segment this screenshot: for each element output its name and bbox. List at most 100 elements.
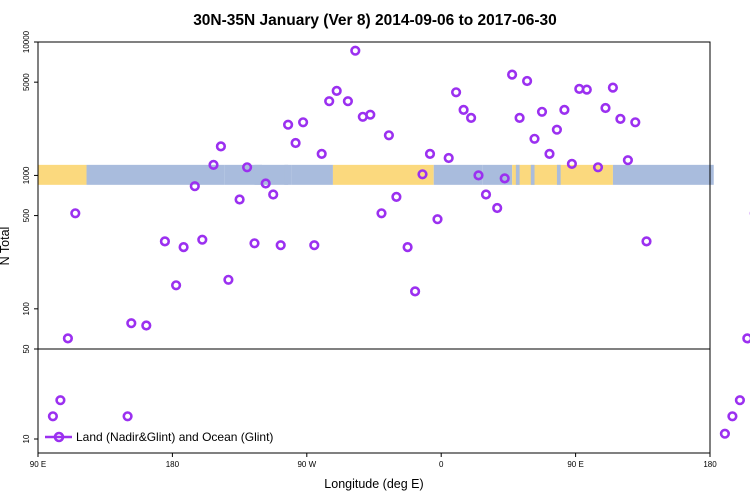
data-point-22 — [290, 137, 301, 149]
data-point-21 — [283, 119, 294, 130]
data-point-23 — [298, 117, 309, 128]
x-tick-label-1: 180 — [166, 460, 180, 469]
y-axis-ticks: 50 100 500 1000 5000 10000 10 — [22, 30, 38, 443]
legend-marker — [53, 431, 65, 443]
strip-sliver-2 — [515, 164, 520, 185]
data-point-61 — [607, 82, 619, 93]
data-point-34 — [391, 191, 402, 202]
data-point-9 — [178, 242, 189, 253]
strip-sliver-0 — [254, 164, 262, 185]
data-point-14 — [223, 274, 234, 285]
x-tick-label-4: 90 E — [567, 460, 583, 469]
data-point-5 — [126, 318, 137, 329]
data-point-25 — [316, 148, 327, 159]
data-point-37 — [417, 169, 428, 180]
data-point-18 — [260, 178, 271, 189]
land-ocean-strip — [38, 164, 714, 185]
data-point-26 — [324, 96, 335, 107]
data-point-8 — [171, 280, 182, 291]
strip-sliver-1 — [284, 164, 289, 185]
data-point-44 — [473, 170, 484, 181]
strip-segment-0 — [38, 164, 87, 185]
x-tick-label-2: 90 W — [297, 460, 316, 469]
data-point-47 — [499, 173, 510, 184]
data-point-3 — [70, 208, 81, 219]
data-point-24 — [309, 240, 320, 251]
data-point-43 — [466, 112, 477, 123]
data-point-7 — [159, 236, 170, 247]
data-point-60 — [600, 102, 611, 114]
data-point-19 — [268, 189, 279, 200]
strip-segment-7 — [512, 164, 613, 185]
data-point-62 — [615, 113, 626, 124]
data-point-40 — [443, 152, 454, 164]
x-tick-label-3: 0 — [439, 460, 444, 469]
data-point-41 — [451, 87, 462, 98]
legend-label: Land (Nadir&Glint) and Ocean (Glint) — [76, 430, 273, 444]
data-point-15 — [234, 194, 245, 205]
y-tick-label-u5: 10000 — [22, 30, 31, 53]
strip-segment-1 — [86, 164, 225, 185]
data-point-54 — [551, 124, 563, 135]
strip-segment-6 — [482, 164, 513, 185]
y-tick-label-l0: 10 — [22, 434, 31, 443]
legend: Land (Nadir&Glint) and Ocean (Glint) — [45, 430, 273, 444]
x-tick-label-5: 180 — [703, 460, 717, 469]
y-tick-label-u3: 1000 — [22, 166, 31, 184]
data-point-55 — [559, 104, 570, 115]
data-point-20 — [275, 240, 286, 251]
strip-sliver-4 — [556, 164, 561, 185]
strip-segment-8 — [612, 164, 710, 185]
data-point-17 — [249, 238, 260, 249]
data-point-48 — [506, 69, 518, 80]
strip-segment-5 — [433, 164, 483, 185]
strip-sliver-5 — [710, 164, 714, 185]
data-point-31 — [365, 109, 376, 120]
data-point-39 — [432, 214, 443, 225]
data-point-42 — [458, 104, 469, 115]
data-point-56 — [566, 158, 578, 169]
strip-sliver-3 — [530, 164, 535, 185]
data-point-16 — [242, 162, 253, 173]
x-axis-ticks: 90 E 180 90 W 0 90 E 180 — [30, 453, 717, 469]
data-point-10 — [189, 181, 200, 192]
strip-segment-3 — [291, 164, 333, 185]
data-point-66 — [719, 428, 731, 439]
plot-frame — [37, 41, 711, 454]
data-point-27 — [331, 85, 342, 96]
data-point-53 — [544, 148, 555, 159]
data-point-13 — [215, 141, 226, 152]
strip-segment-4 — [332, 164, 434, 185]
data-point-50 — [521, 75, 533, 87]
data-point-29 — [350, 45, 361, 56]
data-point-58 — [581, 84, 592, 95]
data-point-4 — [122, 411, 133, 422]
data-point-51 — [529, 133, 540, 144]
data-point-36 — [410, 286, 421, 297]
data-point-0 — [47, 411, 59, 422]
data-point-38 — [424, 148, 436, 159]
data-point-33 — [383, 130, 395, 141]
x-axis-label: Longitude (deg E) — [324, 477, 423, 491]
y-axis-label: N Total — [0, 227, 12, 266]
data-point-52 — [536, 106, 548, 117]
data-point-68 — [734, 395, 746, 406]
data-point-45 — [480, 189, 492, 200]
y-tick-label-u4: 5000 — [22, 73, 31, 91]
data-point-1 — [55, 395, 66, 406]
data-point-67 — [727, 411, 738, 422]
data-point-28 — [342, 96, 354, 107]
data-point-32 — [376, 208, 387, 219]
x-tick-label-0: 90 E — [30, 460, 46, 469]
scatter-points — [47, 45, 750, 439]
data-point-65 — [641, 236, 652, 247]
data-point-6 — [141, 320, 152, 331]
data-point-46 — [492, 202, 503, 214]
data-point-35 — [402, 242, 413, 253]
y-tick-label-u2: 500 — [22, 208, 31, 222]
data-point-11 — [197, 234, 208, 245]
data-point-59 — [592, 162, 604, 173]
chart-title: 30N-35N January (Ver 8) 2014-09-06 to 20… — [193, 12, 557, 29]
data-point-63 — [622, 155, 634, 166]
